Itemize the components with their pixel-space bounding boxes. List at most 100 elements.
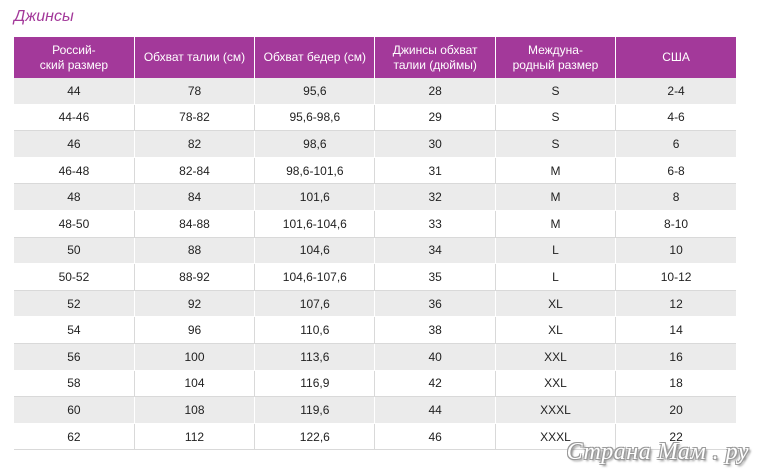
cell-russian-size: 48 [14, 183, 135, 211]
cell-international-size: S [495, 130, 617, 158]
cell-waist-cm: 112 [134, 423, 256, 451]
cell-waist-cm: 100 [134, 343, 256, 371]
cell-hips-cm: 122,6 [254, 423, 376, 451]
table-row: 58 104 116,9 42 XXL 18 [14, 370, 736, 398]
cell-international-size: XL [495, 316, 617, 344]
cell-russian-size: 50-52 [14, 263, 135, 291]
cell-international-size: L [495, 263, 617, 291]
cell-international-size: S [495, 78, 617, 105]
cell-russian-size: 48-50 [14, 210, 135, 238]
table-body: 44 78 95,6 28 S 2-4 44-46 78-82 95,6-98,6 29 S 4-6 4… [14, 78, 736, 451]
table-row: 44-46 78-82 95,6-98,6 29 S 4-6 [14, 104, 736, 132]
cell-hips-cm: 119,6 [254, 396, 376, 424]
cell-usa-size: 18 [615, 370, 736, 398]
cell-usa-size: 20 [615, 396, 736, 424]
size-chart-table: Россий- ский размер Обхват талии (см) Об… [14, 37, 736, 451]
cell-hips-cm: 98,6-101,6 [254, 157, 376, 185]
cell-usa-size: 4-6 [615, 104, 736, 132]
cell-usa-size: 10 [615, 237, 736, 265]
cell-hips-cm: 110,6 [254, 316, 376, 344]
cell-russian-size: 52 [14, 290, 135, 318]
table-row: 46 82 98,6 30 S 6 [14, 130, 736, 158]
cell-jeans-waist-inches: 40 [374, 343, 496, 371]
cell-waist-cm: 78-82 [134, 104, 256, 132]
cell-international-size: XXL [495, 370, 617, 398]
cell-usa-size: 2-4 [615, 78, 736, 105]
cell-international-size: M [495, 183, 617, 211]
cell-russian-size: 58 [14, 370, 135, 398]
cell-usa-size: 16 [615, 343, 736, 371]
cell-usa-size: 10-12 [615, 263, 736, 291]
cell-hips-cm: 116,9 [254, 370, 376, 398]
cell-waist-cm: 96 [134, 316, 256, 344]
cell-waist-cm: 84 [134, 183, 256, 211]
cell-hips-cm: 101,6 [254, 183, 376, 211]
cell-jeans-waist-inches: 28 [374, 78, 496, 105]
cell-jeans-waist-inches: 34 [374, 237, 496, 265]
cell-international-size: XXXL [495, 423, 617, 451]
cell-international-size: M [495, 157, 617, 185]
cell-jeans-waist-inches: 31 [374, 157, 496, 185]
cell-russian-size: 56 [14, 343, 135, 371]
cell-russian-size: 62 [14, 423, 135, 451]
col-header-waist-cm: Обхват талии (см) [134, 37, 256, 78]
cell-usa-size: 14 [615, 316, 736, 344]
cell-usa-size: 6 [615, 130, 736, 158]
table-row: 44 78 95,6 28 S 2-4 [14, 78, 736, 105]
cell-russian-size: 46 [14, 130, 135, 158]
cell-international-size: XL [495, 290, 617, 318]
table-row: 50-52 88-92 104,6-107,6 35 L 10-12 [14, 263, 736, 291]
cell-hips-cm: 95,6-98,6 [254, 104, 376, 132]
cell-international-size: L [495, 237, 617, 265]
cell-russian-size: 60 [14, 396, 135, 424]
table-row: 54 96 110,6 38 XL 14 [14, 316, 736, 344]
cell-hips-cm: 113,6 [254, 343, 376, 371]
cell-russian-size: 54 [14, 316, 135, 344]
table-row: 52 92 107,6 36 XL 12 [14, 290, 736, 318]
cell-hips-cm: 104,6 [254, 237, 376, 265]
cell-russian-size: 50 [14, 237, 135, 265]
cell-waist-cm: 104 [134, 370, 256, 398]
cell-waist-cm: 92 [134, 290, 256, 318]
table-row: 62 112 122,6 46 XXXL 22 [14, 423, 736, 451]
page-title: Джинсы [14, 8, 74, 25]
cell-international-size: XXL [495, 343, 617, 371]
watermark-logo: Страна Мам . ру [566, 439, 749, 465]
col-header-usa-size: США [615, 37, 736, 78]
cell-jeans-waist-inches: 29 [374, 104, 496, 132]
cell-waist-cm: 82 [134, 130, 256, 158]
cell-jeans-waist-inches: 36 [374, 290, 496, 318]
cell-usa-size: 8 [615, 183, 736, 211]
cell-usa-size: 12 [615, 290, 736, 318]
table-row: 46-48 82-84 98,6-101,6 31 M 6-8 [14, 157, 736, 185]
col-header-international-size: Междуна- родный размер [495, 37, 617, 78]
cell-hips-cm: 98,6 [254, 130, 376, 158]
cell-jeans-waist-inches: 46 [374, 423, 496, 451]
cell-jeans-waist-inches: 32 [374, 183, 496, 211]
col-header-jeans-waist-inches: Джинсы обхват талии (дюймы) [374, 37, 496, 78]
cell-international-size: S [495, 104, 617, 132]
cell-jeans-waist-inches: 33 [374, 210, 496, 238]
cell-jeans-waist-inches: 44 [374, 396, 496, 424]
cell-jeans-waist-inches: 38 [374, 316, 496, 344]
table-header-row: Россий- ский размер Обхват талии (см) Об… [14, 37, 736, 78]
cell-usa-size: 22 [615, 423, 736, 451]
cell-waist-cm: 88-92 [134, 263, 256, 291]
cell-waist-cm: 84-88 [134, 210, 256, 238]
table-row: 50 88 104,6 34 L 10 [14, 237, 736, 265]
table-row: 48-50 84-88 101,6-104,6 33 M 8-10 [14, 210, 736, 238]
cell-usa-size: 8-10 [615, 210, 736, 238]
cell-russian-size: 46-48 [14, 157, 135, 185]
cell-hips-cm: 101,6-104,6 [254, 210, 376, 238]
table-row: 48 84 101,6 32 M 8 [14, 183, 736, 211]
cell-jeans-waist-inches: 42 [374, 370, 496, 398]
cell-waist-cm: 88 [134, 237, 256, 265]
col-header-hips-cm: Обхват бедер (см) [254, 37, 376, 78]
cell-waist-cm: 108 [134, 396, 256, 424]
cell-usa-size: 6-8 [615, 157, 736, 185]
table-row: 60 108 119,6 44 XXXL 20 [14, 396, 736, 424]
cell-hips-cm: 95,6 [254, 78, 376, 105]
cell-waist-cm: 82-84 [134, 157, 256, 185]
cell-jeans-waist-inches: 30 [374, 130, 496, 158]
col-header-russian-size: Россий- ский размер [14, 37, 135, 78]
